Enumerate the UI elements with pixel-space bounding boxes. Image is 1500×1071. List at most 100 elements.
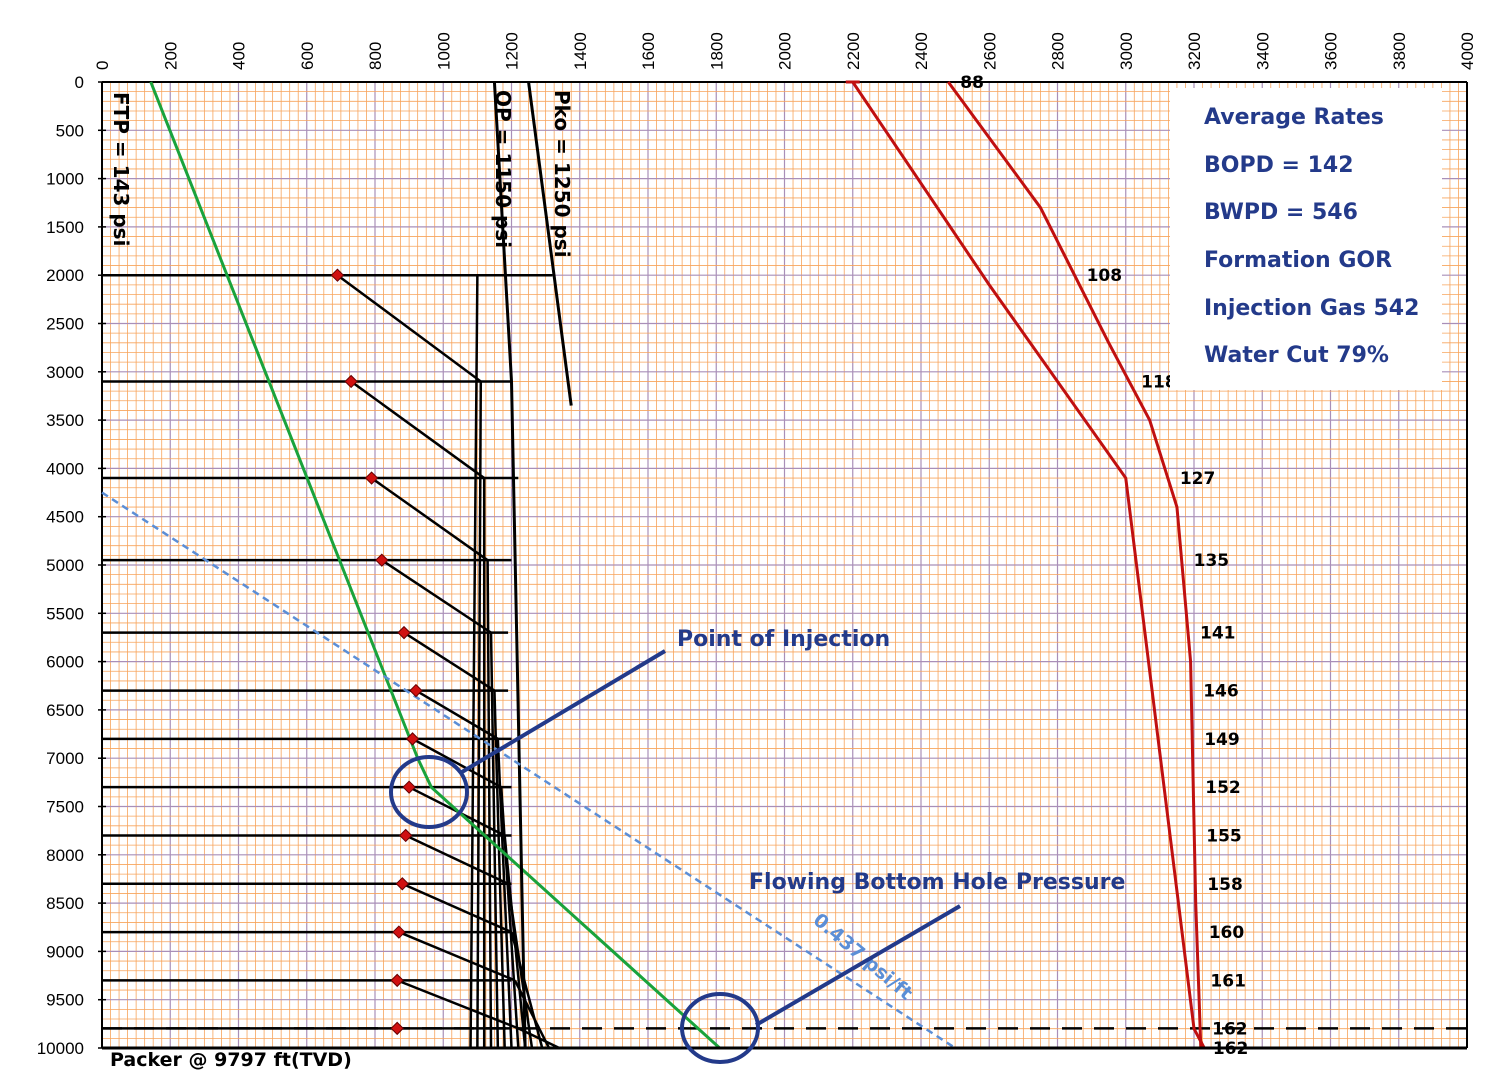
valve-marker	[405, 732, 420, 746]
unloading-line	[476, 381, 483, 1049]
y-tick-label: 7000	[46, 749, 84, 768]
x-tick-label: 200	[161, 42, 180, 70]
series: 88 108 118 127 135 141 146 149 152 155 158 160 161 16…	[101, 73, 1467, 1059]
unloading-line	[500, 787, 520, 1049]
valve-marker	[395, 877, 410, 891]
unloading-line	[513, 979, 551, 1049]
info-line: BWPD = 546	[1204, 200, 1358, 225]
red-curve-label: 108	[1087, 266, 1123, 286]
y-tick-label: 2000	[46, 266, 84, 285]
valve-transfer-line	[370, 477, 489, 562]
point-of-injection-circle	[389, 755, 469, 829]
y-tick-label: 1500	[46, 218, 84, 237]
info-line: Injection Gas 542	[1204, 296, 1419, 321]
red-curve-label: 162	[1212, 1019, 1248, 1039]
info-line: Water Cut 79%	[1204, 343, 1389, 368]
axes: 0 200 400 600 800 1000 1200 1400 1600 1800 2000 220…	[37, 32, 1477, 1058]
x-tick-label: 2400	[912, 32, 931, 70]
valve-transfer-line	[411, 737, 502, 789]
y-tick-label: 0	[75, 73, 84, 92]
point-of-injection-leader	[460, 649, 667, 774]
valve-transfer-line	[336, 274, 482, 383]
valve-marker	[364, 471, 379, 485]
y-tick-label: 500	[56, 121, 84, 140]
pko-label: Pko = 1250 psi	[550, 90, 574, 258]
y-tick-label: 3000	[46, 363, 84, 382]
callouts	[389, 649, 962, 1064]
valve-transfer-line	[350, 380, 485, 480]
annotations: FTP = 143 psi OP = 1150 psi Pko = 1250 p…	[109, 90, 1125, 1071]
packer-label: Packer @ 9797 ft(TVD)	[110, 1049, 352, 1071]
x-tick-label: 2000	[776, 32, 795, 70]
red-curve-label: 152	[1205, 778, 1241, 798]
x-tick-label: 3400	[1253, 32, 1272, 70]
y-tick-label: 2500	[46, 315, 84, 334]
x-tick-label: 3800	[1390, 32, 1409, 70]
series-line	[149, 81, 721, 1050]
series-line	[527, 81, 573, 406]
series-line	[492, 81, 527, 1049]
valve-transfer-line	[415, 689, 499, 740]
red-curve-label: 149	[1204, 730, 1240, 750]
x-tick-label: 3200	[1185, 32, 1204, 70]
x-tick-label: 1000	[434, 32, 453, 70]
red-curve-label: 135	[1194, 551, 1230, 571]
info-line: BOPD = 142	[1204, 153, 1354, 178]
unloading-line	[489, 632, 500, 1049]
valve-marker	[402, 780, 416, 794]
x-tick-label: 2200	[844, 32, 863, 70]
valve-transfer-line	[398, 930, 516, 982]
y-tick-label: 6500	[46, 701, 84, 720]
x-tick-label: 4000	[1458, 32, 1477, 70]
valve-marker	[397, 625, 411, 640]
x-tick-label: 3600	[1322, 32, 1341, 70]
valve-marker	[392, 925, 406, 939]
y-tick-label: 8500	[46, 894, 84, 913]
fbhp-label: Flowing Bottom Hole Pressure	[749, 870, 1125, 895]
y-tick-label: 6000	[46, 653, 84, 672]
info-box: Average Rates BOPD = 142 BWPD = 546 Form…	[1170, 88, 1442, 390]
x-tick-label: 600	[298, 42, 317, 70]
valve-transfer-line	[405, 834, 509, 885]
valve-marker	[399, 828, 413, 843]
x-tick-label: 0	[93, 61, 112, 70]
info-line: Formation GOR	[1204, 248, 1392, 273]
red-curve-label: 141	[1200, 624, 1236, 644]
info-line: Average Rates	[1204, 105, 1384, 130]
valve-marker	[330, 268, 345, 282]
red-curve-label: 161	[1210, 971, 1246, 991]
red-curve	[947, 81, 1203, 1049]
y-tick-label: 8000	[46, 846, 84, 865]
valve-transfer-line	[403, 631, 496, 692]
x-tick-label: 800	[366, 42, 385, 70]
valve-marker	[344, 374, 358, 389]
valve-marker	[375, 553, 389, 567]
fbhp-circle	[680, 992, 760, 1064]
valve-marker	[409, 683, 423, 698]
y-tick-label: 4500	[46, 508, 84, 527]
valve-marker	[390, 973, 404, 988]
y-tick-label: 10000	[37, 1039, 84, 1058]
y-tick-label: 7500	[46, 798, 84, 817]
ftp-label: FTP = 143 psi	[109, 92, 133, 246]
valve-marker	[390, 1021, 404, 1036]
gradient-line	[101, 491, 956, 1050]
op-label: OP = 1150 psi	[491, 90, 515, 248]
red-curve	[851, 81, 1206, 1049]
x-tick-label: 2800	[1049, 32, 1068, 70]
x-tick-label: 1600	[639, 32, 658, 70]
red-curve-label: 127	[1180, 469, 1216, 489]
x-tick-label: 1400	[571, 32, 590, 70]
y-tick-label: 1000	[46, 170, 84, 189]
valve-transfer-line	[396, 979, 519, 1030]
y-tick-label: 9000	[46, 942, 84, 961]
info-box-background	[1170, 88, 1442, 390]
y-tick-label: 4000	[46, 459, 84, 478]
red-curve-label: 160	[1209, 923, 1245, 943]
red-curve-label: 118	[1141, 372, 1177, 392]
x-tick-label: 1800	[707, 32, 726, 70]
x-tick-label: 400	[230, 42, 249, 70]
x-tick-label: 2600	[980, 32, 999, 70]
y-tick-label: 5500	[46, 604, 84, 623]
